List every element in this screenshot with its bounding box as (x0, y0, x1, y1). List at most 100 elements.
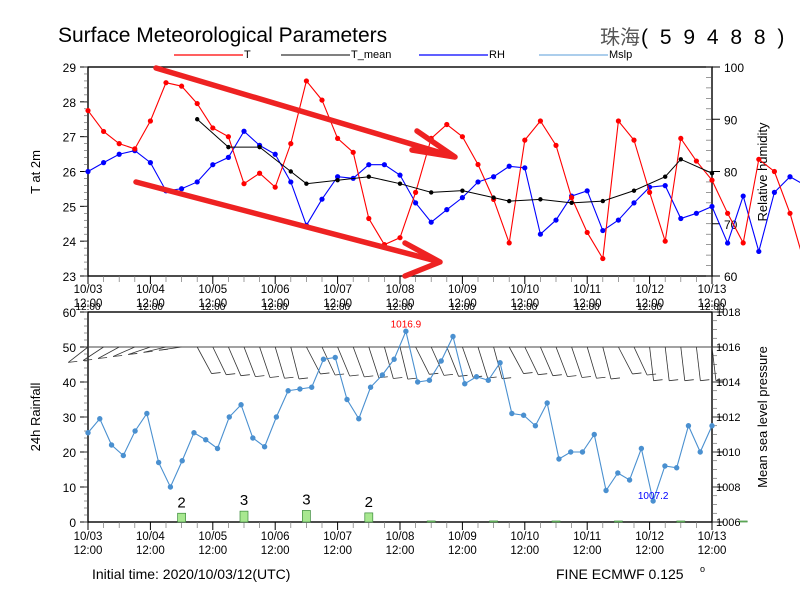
x-tick-label-date: 10/11 (573, 284, 601, 296)
t-point (725, 210, 731, 216)
t-point (678, 135, 684, 142)
x-tick-label-time: 12:00 (74, 298, 103, 310)
mslp-point (414, 379, 421, 385)
wind-barb-feather (255, 375, 265, 378)
rain-bar (364, 512, 374, 523)
x-top-label: 12:00 (450, 302, 475, 313)
x-tick-label-time: 12:00 (448, 298, 477, 310)
x-top-label: 12:00 (387, 302, 412, 313)
x-tick-label-date: 10/04 (136, 531, 165, 543)
x-tick-label-date: 10/09 (448, 284, 477, 296)
rain-bar (302, 510, 311, 523)
mslp-point (697, 449, 703, 455)
mslp-point (426, 377, 433, 383)
wind-barb-feather (700, 379, 710, 382)
rh-point (600, 227, 606, 234)
x-top-label: 12:00 (75, 302, 100, 313)
rh-point (522, 165, 528, 171)
mslp-point (579, 449, 586, 455)
mslp-point (615, 470, 621, 476)
t-point (179, 83, 185, 89)
rh-point (506, 163, 512, 169)
y2-tick-label: 1008 (716, 482, 740, 494)
t-mean-point (507, 198, 512, 204)
t-mean-point (663, 174, 668, 179)
y2-tick-label: 1016 (716, 342, 740, 354)
top-axes: 23 24 25 26 27 28 29 60 70 80 90 100 10/03 12:00 10/04… (63, 61, 745, 310)
rh-point (444, 207, 450, 213)
rh-point (147, 160, 153, 166)
mslp-point (473, 374, 480, 380)
x-tick-label-date: 10/08 (386, 284, 415, 296)
x-tick-label-time: 12:00 (198, 298, 227, 310)
wind-barb (555, 346, 568, 377)
mslp-point (261, 444, 268, 450)
y2-tick-label: 1014 (716, 377, 740, 389)
t-mean-point (429, 190, 434, 195)
rh-point (194, 179, 200, 185)
t-point (194, 100, 200, 107)
y-tick-label: 40 (63, 376, 77, 390)
x-tick-label-date: 10/05 (198, 531, 227, 543)
wind-barb (618, 346, 633, 375)
chart-title: Surface Meteorological Parameters (58, 24, 387, 47)
wind-barb-feather (684, 379, 694, 382)
top-plot-frame (87, 66, 713, 277)
x-tick-label-date: 10/09 (448, 531, 477, 543)
x-tick-label-date: 10/13 (698, 284, 727, 296)
wind-barb-feather (158, 348, 168, 351)
top-series (85, 78, 800, 262)
t-point (662, 238, 668, 244)
wind-barb (274, 346, 285, 379)
mslp-min-label: 1007.2 (638, 491, 669, 502)
y2-tick-label: 70 (724, 218, 738, 232)
wind-barb (633, 346, 648, 376)
mslp-point (626, 477, 633, 483)
wind-barb (462, 346, 474, 378)
wind-barb (664, 346, 670, 381)
bottom-ylabel: 24h Rainfall (28, 383, 43, 452)
wind-barb-feather (113, 355, 123, 357)
wind-barb (128, 346, 151, 355)
wind-barb (112, 346, 135, 357)
rain-bar-label: 2 (365, 494, 373, 511)
t-mean-point (366, 174, 371, 179)
x-top-label: 12:00 (325, 302, 350, 313)
t-point (241, 181, 247, 187)
t-point (444, 121, 450, 128)
mslp-point (108, 442, 115, 448)
mslp-point (379, 372, 386, 378)
wind-barb (368, 346, 380, 378)
y-tick-label: 10 (63, 481, 77, 495)
mslp-point (450, 333, 456, 340)
wind-barb (352, 346, 365, 378)
wind-barb (430, 346, 445, 376)
x-tick-label-date: 10/07 (323, 284, 352, 296)
mslp-point (356, 416, 362, 422)
y-tick-label: 23 (63, 270, 77, 284)
wind-barb-feather (581, 376, 591, 378)
mslp-point (203, 437, 209, 443)
legend-label-Mslp: Mslp (609, 49, 632, 61)
x-tick-label-time: 12:00 (386, 298, 415, 310)
t-point (709, 177, 715, 183)
mslp-point (603, 487, 609, 494)
rain-bar-label: 3 (302, 491, 310, 508)
y-tick-label: 28 (63, 96, 77, 110)
mslp-point (144, 410, 150, 417)
y-tick-label: 27 (63, 131, 77, 145)
mslp-point (438, 358, 444, 364)
rain-bar (177, 512, 186, 523)
rh-point (335, 174, 341, 180)
rh-point (584, 188, 590, 194)
t-point (335, 135, 341, 142)
rh-point (179, 186, 185, 192)
top-y2label: Relative humidity (755, 122, 770, 221)
wind-barb-feather (298, 377, 309, 380)
wind-barb (446, 346, 459, 377)
rh-point (678, 215, 684, 222)
wind-barb (337, 346, 351, 377)
rh-point (662, 183, 668, 189)
t-mean-point (569, 200, 574, 206)
wind-barb (477, 346, 489, 379)
